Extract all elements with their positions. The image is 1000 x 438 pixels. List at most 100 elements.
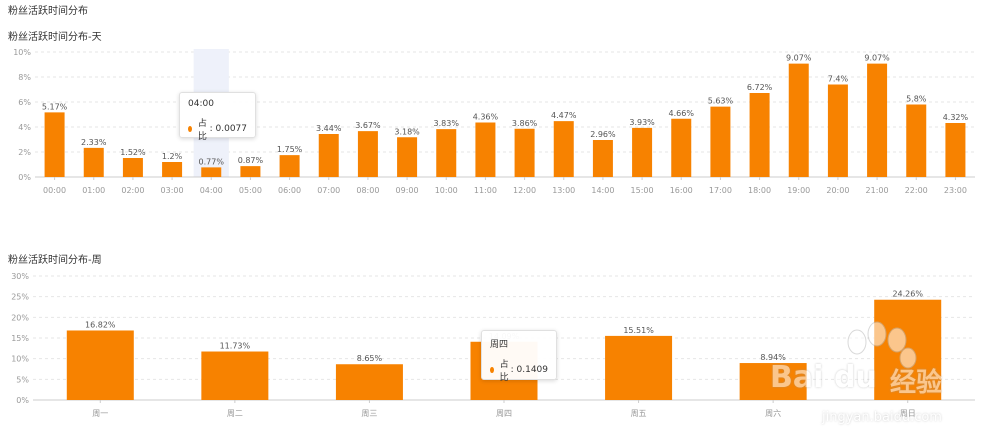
week-bar[interactable] bbox=[335, 364, 403, 400]
week-data-label: 15.51% bbox=[623, 326, 654, 335]
chart-title-week: 粉丝活跃时间分布-周 bbox=[8, 255, 102, 266]
week-ytick-label: 25% bbox=[11, 293, 29, 302]
week-ytick-label: 30% bbox=[11, 272, 29, 281]
day-xtick-label: 09:00 bbox=[396, 186, 419, 195]
week-bar[interactable] bbox=[739, 363, 807, 400]
day-bar[interactable] bbox=[436, 129, 457, 177]
chart-day: 0% 2% 4% 6% 8% 10% 5.17% 00:00 2.33% 01:00 1.52% 02… bbox=[13, 48, 975, 195]
day-bar[interactable] bbox=[867, 63, 888, 177]
day-data-label: 0.77% bbox=[199, 157, 225, 166]
day-ytick-label: 2% bbox=[18, 148, 31, 157]
day-bar[interactable] bbox=[357, 131, 378, 177]
week-xtick-label: 周五 bbox=[631, 409, 647, 418]
week-bar[interactable] bbox=[605, 335, 673, 400]
day-ytick-label: 10% bbox=[13, 48, 31, 57]
day-data-label: 3.83% bbox=[434, 119, 460, 128]
week-xtick-label: 周一 bbox=[92, 409, 108, 418]
day-ytick-label: 4% bbox=[18, 123, 31, 132]
day-bar[interactable] bbox=[827, 84, 848, 178]
day-ytick-label: 6% bbox=[18, 98, 31, 107]
week-xtick-label: 周三 bbox=[361, 409, 377, 418]
day-data-label: 1.52% bbox=[120, 148, 146, 157]
day-bar[interactable] bbox=[945, 123, 966, 177]
day-xtick-label: 07:00 bbox=[317, 186, 340, 195]
day-data-label: 3.67% bbox=[355, 121, 381, 130]
week-ytick-label: 15% bbox=[11, 334, 29, 343]
day-xtick-label: 10:00 bbox=[435, 186, 458, 195]
day-xtick-label: 02:00 bbox=[121, 186, 144, 195]
day-bar[interactable] bbox=[240, 166, 261, 177]
day-xtick-label: 12:00 bbox=[513, 186, 536, 195]
day-data-label: 4.32% bbox=[943, 113, 969, 122]
week-bar[interactable] bbox=[201, 351, 269, 400]
day-bar[interactable] bbox=[318, 134, 339, 177]
week-bar[interactable] bbox=[66, 330, 134, 400]
baidu-watermark: Bai du 经验 jingyan.baidu.com bbox=[762, 320, 994, 435]
day-xtick-label: 15:00 bbox=[631, 186, 654, 195]
day-xtick-label: 06:00 bbox=[278, 186, 301, 195]
day-xtick-label: 04:00 bbox=[200, 186, 223, 195]
day-bar[interactable] bbox=[201, 167, 222, 177]
day-bar[interactable] bbox=[632, 127, 653, 177]
week-ytick-label: 5% bbox=[16, 375, 29, 384]
week-data-label: 16.82% bbox=[85, 320, 116, 329]
day-xtick-label: 19:00 bbox=[787, 186, 810, 195]
week-ytick-label: 0% bbox=[16, 396, 29, 405]
day-bar[interactable] bbox=[788, 63, 809, 177]
page-title: 粉丝活跃时间分布 bbox=[8, 6, 88, 17]
day-data-label: 4.47% bbox=[551, 111, 577, 120]
day-bar[interactable] bbox=[749, 93, 770, 177]
day-data-label: 1.2% bbox=[162, 152, 183, 161]
tooltip-day-title: 04:00 bbox=[188, 99, 214, 109]
day-data-label: 3.18% bbox=[394, 127, 420, 136]
series-dot-icon bbox=[188, 126, 192, 132]
day-bar[interactable] bbox=[475, 122, 496, 178]
day-bar[interactable] bbox=[710, 106, 731, 177]
day-data-label: 0.87% bbox=[238, 156, 264, 165]
day-xtick-label: 00:00 bbox=[43, 186, 66, 195]
day-data-label: 4.36% bbox=[473, 113, 499, 122]
day-ytick-label: 8% bbox=[18, 73, 31, 82]
day-bar[interactable] bbox=[514, 128, 535, 177]
day-xtick-label: 08:00 bbox=[356, 186, 379, 195]
tooltip-day-series: 占比 bbox=[197, 119, 207, 142]
tooltip-day-value: 0.0077 bbox=[215, 124, 248, 134]
day-ytick-label: 0% bbox=[18, 173, 31, 182]
day-data-label: 5.63% bbox=[708, 97, 734, 106]
day-xtick-label: 14:00 bbox=[591, 186, 614, 195]
tooltip-week: 周四 占比: 0.1409 bbox=[481, 330, 557, 383]
day-bar[interactable] bbox=[44, 112, 65, 177]
tooltip-day: 04:00 占比: 0.0077 bbox=[179, 92, 256, 142]
day-bar[interactable] bbox=[906, 104, 927, 178]
chart-title-day: 粉丝活跃时间分布-天 bbox=[8, 32, 102, 43]
day-data-label: 7.4% bbox=[828, 75, 849, 84]
day-xtick-label: 05:00 bbox=[239, 186, 262, 195]
day-data-label: 3.93% bbox=[629, 118, 655, 127]
day-bar[interactable] bbox=[279, 155, 300, 177]
week-data-label: 8.65% bbox=[357, 354, 383, 363]
week-xtick-label: 周日 bbox=[900, 409, 916, 418]
day-xtick-label: 16:00 bbox=[670, 186, 693, 195]
day-data-label: 9.07% bbox=[864, 54, 890, 63]
day-bar[interactable] bbox=[162, 162, 183, 177]
day-data-label: 5.8% bbox=[906, 95, 927, 104]
day-bar[interactable] bbox=[671, 118, 692, 177]
day-data-label: 1.75% bbox=[277, 145, 303, 154]
day-bar[interactable] bbox=[553, 121, 574, 177]
day-data-label: 4.66% bbox=[669, 109, 695, 118]
week-ytick-label: 10% bbox=[11, 355, 29, 364]
week-xtick-label: 周四 bbox=[496, 409, 512, 418]
tooltip-week-series: 占比 bbox=[499, 360, 509, 383]
day-bar[interactable] bbox=[592, 140, 613, 177]
week-xtick-label: 周六 bbox=[765, 408, 781, 418]
day-bar[interactable] bbox=[397, 137, 418, 177]
day-data-label: 5.17% bbox=[42, 102, 68, 111]
watermark-suffix: 经验 bbox=[890, 368, 943, 398]
day-xtick-label: 13:00 bbox=[552, 186, 575, 195]
day-xtick-label: 21:00 bbox=[866, 186, 889, 195]
day-bar[interactable] bbox=[122, 158, 143, 177]
day-data-label: 3.86% bbox=[512, 119, 538, 128]
day-data-label: 3.44% bbox=[316, 124, 342, 133]
day-bar[interactable] bbox=[83, 147, 104, 177]
series-dot-icon bbox=[490, 367, 494, 373]
